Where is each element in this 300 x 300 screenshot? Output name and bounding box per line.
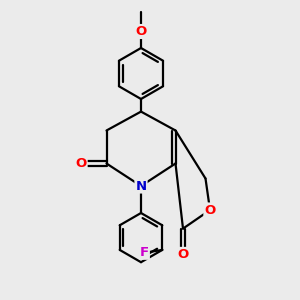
Text: F: F <box>140 246 149 259</box>
Text: O: O <box>135 25 147 38</box>
Text: N: N <box>135 179 147 193</box>
Text: O: O <box>204 203 216 217</box>
Text: O: O <box>177 248 189 261</box>
Text: O: O <box>75 157 87 170</box>
